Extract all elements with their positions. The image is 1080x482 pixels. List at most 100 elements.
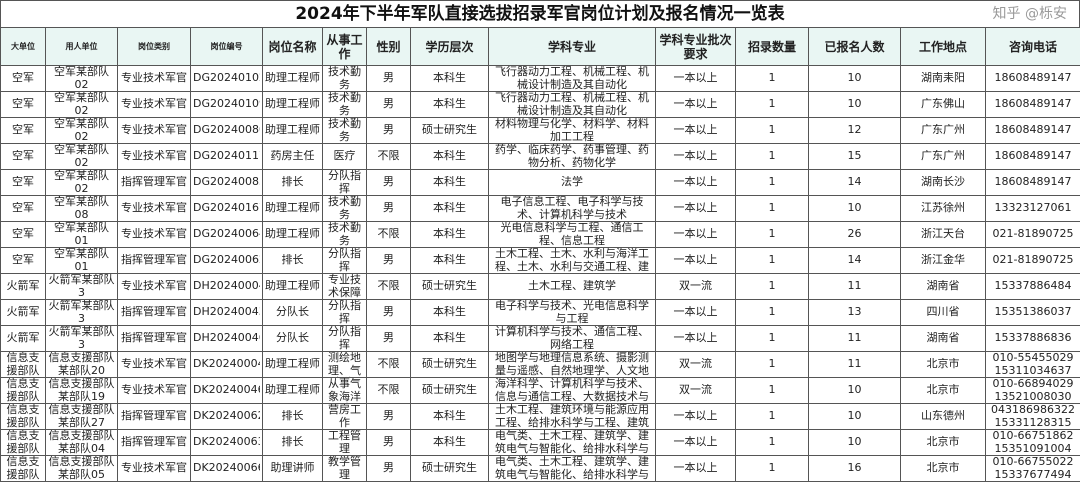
cell-text: 专业技术军官: [120, 228, 188, 241]
cell-discipline: 土木工程、建筑环境与能源应用工程、给排水科学与工程、建筑: [489, 404, 656, 430]
cell-text: 一本以上: [658, 72, 733, 85]
cell-quota: 1: [736, 144, 809, 170]
cell-text: 北京市: [903, 462, 983, 475]
cell-employer: 空军某部队01: [46, 222, 118, 248]
cell-text: 技术勤务: [325, 222, 364, 247]
cell-text: 一本以上: [658, 124, 733, 137]
cell-phone: 18608489147: [986, 144, 1080, 170]
cell-work-type: 技术勤务: [323, 92, 367, 118]
cell-text: 10: [811, 384, 898, 397]
cell-text: DK20240062: [193, 410, 260, 423]
cell-text: 15351386037: [988, 306, 1078, 319]
cell-text: 助理工程师: [265, 280, 320, 293]
cell-quota: 1: [736, 196, 809, 222]
cell-applicants: 10: [809, 92, 901, 118]
cell-location: 广东广州: [901, 144, 986, 170]
cell-applicants: 14: [809, 248, 901, 274]
cell-text: 1: [738, 98, 806, 111]
cell-text: 排长: [265, 254, 320, 267]
cell-post-name: 分队长: [263, 326, 323, 352]
cell-work-type: 分队指挥: [323, 326, 367, 352]
header-phone: 咨询电话: [986, 28, 1080, 66]
cell-quota: 1: [736, 378, 809, 404]
cell-text: 指挥管理军官: [120, 332, 188, 345]
cell-batch-requirement: 双一流: [656, 352, 736, 378]
cell-education: 本科生: [411, 248, 489, 274]
cell-phone: 18608489147: [986, 92, 1080, 118]
cell-text: 1: [738, 176, 806, 189]
cell-text: 硕士研究生: [413, 124, 486, 137]
cell-text: 空军: [3, 150, 43, 163]
cell-post-code: DG20240167: [191, 196, 263, 222]
cell-text: 指挥管理军官: [120, 176, 188, 189]
cell-applicants: 10: [809, 404, 901, 430]
cell-text: 营房工作: [325, 404, 364, 429]
cell-text: 信息支援部队: [3, 430, 43, 455]
cell-employer: 信息支援部队某部队19: [46, 378, 118, 404]
cell-text: 信息支援部队某部队27: [48, 404, 115, 429]
cell-text: 测绘地理、气象海: [325, 352, 364, 377]
cell-text: 本科生: [413, 176, 486, 189]
cell-quota: 1: [736, 404, 809, 430]
cell-employer: 信息支援部队某部队20: [46, 352, 118, 378]
cell-location: 山东德州: [901, 404, 986, 430]
cell-post-name: 排长: [263, 248, 323, 274]
cell-text: 信息支援部队: [3, 352, 43, 377]
cell-post-category: 专业技术军官: [118, 66, 191, 92]
cell-text: 助理工程师: [265, 124, 320, 137]
cell-text: 广东广州: [903, 150, 983, 163]
cell-education: 硕士研究生: [411, 456, 489, 482]
cell-text: 不限: [369, 280, 408, 293]
cell-post-category: 指挥管理军官: [118, 170, 191, 196]
cell-location: 北京市: [901, 456, 986, 482]
positions-table: 大单位用人单位岗位类别岗位编号岗位名称从事工作性别学历层次学科专业学科专业批次要…: [0, 27, 1080, 482]
cell-text: 13323127061: [988, 202, 1078, 215]
cell-text: 飞行器动力工程、机械工程、机械设计制造及其自动化: [491, 66, 653, 91]
cell-phone: 18608489147: [986, 170, 1080, 196]
cell-text: 11: [811, 332, 898, 345]
cell-text: 专业技术军官: [120, 358, 188, 371]
cell-post-code: DK20240066: [191, 456, 263, 482]
cell-text: 男: [369, 124, 408, 137]
cell-text: 药房主任: [265, 150, 320, 163]
cell-text: 火箭军某部队3: [48, 326, 115, 351]
cell-education: 本科生: [411, 66, 489, 92]
cell-post-category: 指挥管理军官: [118, 404, 191, 430]
cell-text: 18608489147: [988, 72, 1078, 85]
cell-text: 空军: [3, 72, 43, 85]
cell-text: 男: [369, 410, 408, 423]
cell-text: 1: [738, 436, 806, 449]
cell-text: 分队指挥: [325, 300, 364, 325]
cell-batch-requirement: 双一流: [656, 274, 736, 300]
cell-text: 男: [369, 202, 408, 215]
cell-text: 男: [369, 306, 408, 319]
header-row: 大单位用人单位岗位类别岗位编号岗位名称从事工作性别学历层次学科专业学科专业批次要…: [1, 28, 1080, 66]
cell-text: 18608489147: [988, 150, 1078, 163]
cell-major-unit: 空军: [1, 118, 46, 144]
cell-text: 10: [811, 202, 898, 215]
cell-applicants: 15: [809, 144, 901, 170]
cell-phone: 18608489147: [986, 118, 1080, 144]
cell-text: 排长: [265, 410, 320, 423]
cell-post-category: 指挥管理军官: [118, 326, 191, 352]
cell-text: 信息支援部队某部队04: [48, 430, 115, 455]
cell-text: DK20240063: [193, 436, 260, 449]
cell-text: 一本以上: [658, 202, 733, 215]
cell-text: 广东广州: [903, 124, 983, 137]
cell-education: 硕士研究生: [411, 352, 489, 378]
cell-text: 15337886484: [988, 280, 1078, 293]
cell-batch-requirement: 一本以上: [656, 326, 736, 352]
cell-text: 空军某部队02: [48, 92, 115, 117]
page-title: 2024年下半年军队直接选拔招录军官岗位计划及报名情况一览表: [295, 4, 784, 24]
cell-text: 专业技术军官: [120, 124, 188, 137]
cell-text: 13: [811, 306, 898, 319]
header-work-type: 从事工作: [323, 28, 367, 66]
cell-gender: 男: [367, 196, 411, 222]
header-post-code: 岗位编号: [191, 28, 263, 66]
cell-text: 15: [811, 150, 898, 163]
cell-text: 男: [369, 254, 408, 267]
cell-text: 分队指挥: [325, 326, 364, 351]
cell-work-type: 技术勤务: [323, 222, 367, 248]
cell-quota: 1: [736, 92, 809, 118]
